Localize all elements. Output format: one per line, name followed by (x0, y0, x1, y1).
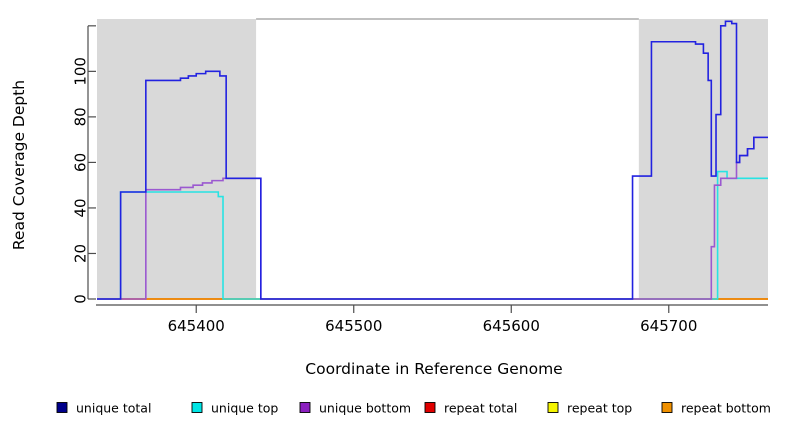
y-tick-label: 40 (72, 198, 90, 217)
legend-swatch-unique-bottom (299, 402, 311, 413)
legend-group: unique total unique top unique bottom repea… (56, 401, 771, 416)
repeat-shaded-region (97, 19, 257, 299)
legend-label-repeat-top: repeat top (567, 401, 632, 416)
series-line-unique-total (97, 20, 768, 300)
legend-label-repeat-bottom: repeat bottom (681, 401, 771, 416)
legend-label-unique-bottom: unique bottom (319, 401, 411, 416)
x-tick-label: 645600 (483, 317, 540, 335)
x-axis-title: Coordinate in Reference Genome (305, 360, 562, 378)
y-axis-title: Read Coverage Depth (10, 80, 28, 250)
axes-group: 0 20 40 60 80 100 645400 645500 645600 645700 (72, 18, 768, 335)
series-lines-group (97, 20, 768, 300)
x-tick-label: 645400 (168, 317, 225, 335)
y-tick-label: 20 (72, 244, 90, 263)
legend-label-repeat-total: repeat total (444, 401, 517, 416)
legend-swatch-repeat-total (424, 402, 436, 413)
repeat-shaded-region (638, 19, 768, 299)
legend-swatch-unique-total (56, 402, 68, 413)
legend-swatch-repeat-bottom (661, 402, 673, 413)
y-tick-label: 0 (72, 294, 90, 304)
legend-swatch-repeat-top (547, 402, 559, 413)
shaded-regions-group (97, 19, 768, 299)
x-tick-label: 645700 (640, 317, 697, 335)
legend-swatch-unique-top (191, 402, 203, 413)
x-tick-label: 645500 (325, 317, 382, 335)
legend-label-unique-total: unique total (76, 401, 151, 416)
y-tick-label: 80 (72, 107, 90, 126)
legend-label-unique-top: unique top (211, 401, 278, 416)
y-tick-label: 60 (72, 153, 90, 172)
y-tick-label: 100 (72, 57, 90, 86)
